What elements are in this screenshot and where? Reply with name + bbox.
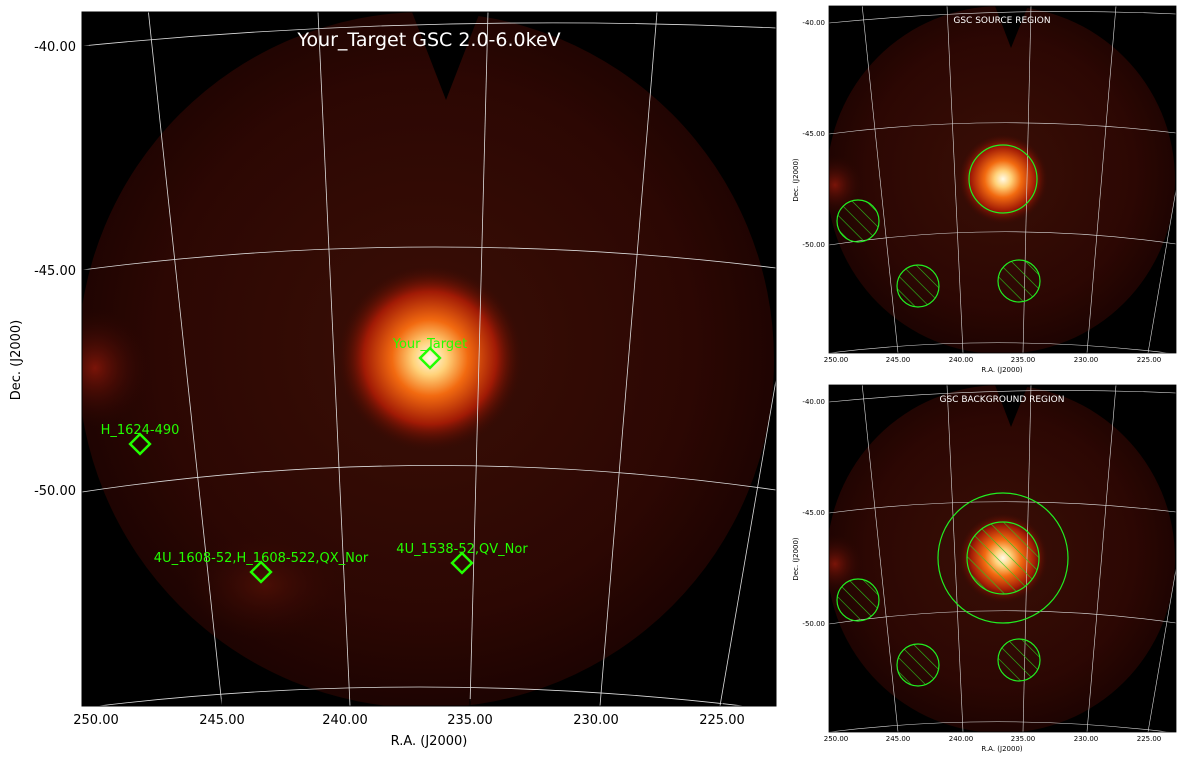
main-ytick-labels: -40.00 -45.00 -50.00: [34, 40, 76, 499]
source-label-h1624: H_1624-490: [101, 423, 180, 438]
main-image: [82, 12, 776, 706]
xtick-label: 235.00: [447, 713, 493, 728]
svg-text:250.00: 250.00: [824, 356, 849, 364]
4u1608-marker: [249, 560, 273, 584]
svg-text:-45.00: -45.00: [802, 509, 825, 517]
source-ytick-labels: -40.00 -45.00 -50.00: [802, 19, 825, 249]
background-region-panel: GSC BACKGROUND REGION 250.00 245.00 240.…: [792, 384, 1177, 753]
background-ylabel: Dec. (J2000): [792, 537, 800, 581]
background-annulus-outer: [937, 492, 1069, 624]
main-panel: Your_Target GSC 2.0-6.0keV Your_Target H…: [9, 11, 777, 749]
source-panel-title: GSC SOURCE REGION: [953, 16, 1050, 26]
svg-text:230.00: 230.00: [1074, 735, 1099, 743]
source-label-4u1608: 4U_1608-52,H_1608-522,QX_Nor: [154, 551, 369, 566]
target-marker: [418, 346, 442, 370]
source-region-panel: GSC SOURCE REGION 250.00 245.00 240.00 2…: [792, 5, 1177, 374]
svg-text:-50.00: -50.00: [802, 620, 825, 628]
svg-text:235.00: 235.00: [1011, 735, 1036, 743]
source-region-circle: [968, 144, 1038, 214]
svg-text:225.00: 225.00: [1137, 735, 1162, 743]
svg-text:-40.00: -40.00: [802, 19, 825, 27]
svg-text:240.00: 240.00: [949, 356, 974, 364]
svg-text:250.00: 250.00: [824, 735, 849, 743]
svg-text:245.00: 245.00: [886, 356, 911, 364]
svg-text:-45.00: -45.00: [802, 130, 825, 138]
svg-text:-40.00: -40.00: [802, 398, 825, 406]
svg-text:225.00: 225.00: [1137, 356, 1162, 364]
exclusion-regions: [836, 578, 1041, 687]
source-label-target: Your_Target: [392, 337, 467, 352]
xtick-label: 250.00: [73, 713, 119, 728]
background-xlabel: R.A. (J2000): [981, 745, 1023, 753]
source-region-image: [829, 6, 1176, 353]
main-xtick-labels: 250.00 245.00 240.00 235.00 230.00 225.0…: [73, 713, 745, 728]
xtick-label: 225.00: [699, 713, 745, 728]
svg-text:235.00: 235.00: [1011, 356, 1036, 364]
target-emission: [335, 263, 525, 453]
background-xtick-labels: 250.00 245.00 240.00 235.00 230.00 225.0…: [824, 735, 1162, 743]
4u1538-marker: [450, 551, 474, 575]
faint-emission: [185, 530, 345, 640]
edge-emission: [82, 308, 150, 428]
svg-text:230.00: 230.00: [1074, 356, 1099, 364]
ytick-label: -45.00: [34, 264, 76, 279]
main-ylabel: Dec. (J2000): [9, 320, 24, 400]
ytick-label: -40.00: [34, 40, 76, 55]
source-xtick-labels: 250.00 245.00 240.00 235.00 230.00 225.0…: [824, 356, 1162, 364]
source-xlabel: R.A. (J2000): [981, 366, 1023, 374]
source-label-4u1538: 4U_1538-52,QV_Nor: [396, 542, 528, 557]
disk-notch: [412, 12, 480, 100]
svg-text:240.00: 240.00: [949, 735, 974, 743]
xtick-label: 245.00: [199, 713, 245, 728]
svg-text:245.00: 245.00: [886, 735, 911, 743]
ytick-label: -50.00: [34, 484, 76, 499]
main-frame: [81, 11, 777, 707]
background-ytick-labels: -40.00 -45.00 -50.00: [802, 398, 825, 628]
xtick-label: 230.00: [573, 713, 619, 728]
background-annulus-inner: [966, 521, 1040, 595]
main-title: Your_Target GSC 2.0-6.0keV: [296, 29, 560, 51]
source-ylabel: Dec. (J2000): [792, 158, 800, 202]
main-ticks: [82, 45, 723, 706]
exclusion-regions: [836, 199, 1041, 308]
coordinate-grid: [82, 12, 776, 706]
source-markers: [128, 346, 474, 584]
source-labels: Your_Target H_1624-490 4U_1608-52,H_1608…: [101, 337, 529, 566]
svg-text:-50.00: -50.00: [802, 241, 825, 249]
target-emission: [957, 133, 1049, 225]
xtick-label: 240.00: [322, 713, 368, 728]
background-panel-title: GSC BACKGROUND REGION: [940, 395, 1065, 405]
main-xlabel: R.A. (J2000): [391, 734, 468, 749]
background-region-image: [829, 385, 1176, 732]
h1624-marker: [128, 432, 152, 456]
